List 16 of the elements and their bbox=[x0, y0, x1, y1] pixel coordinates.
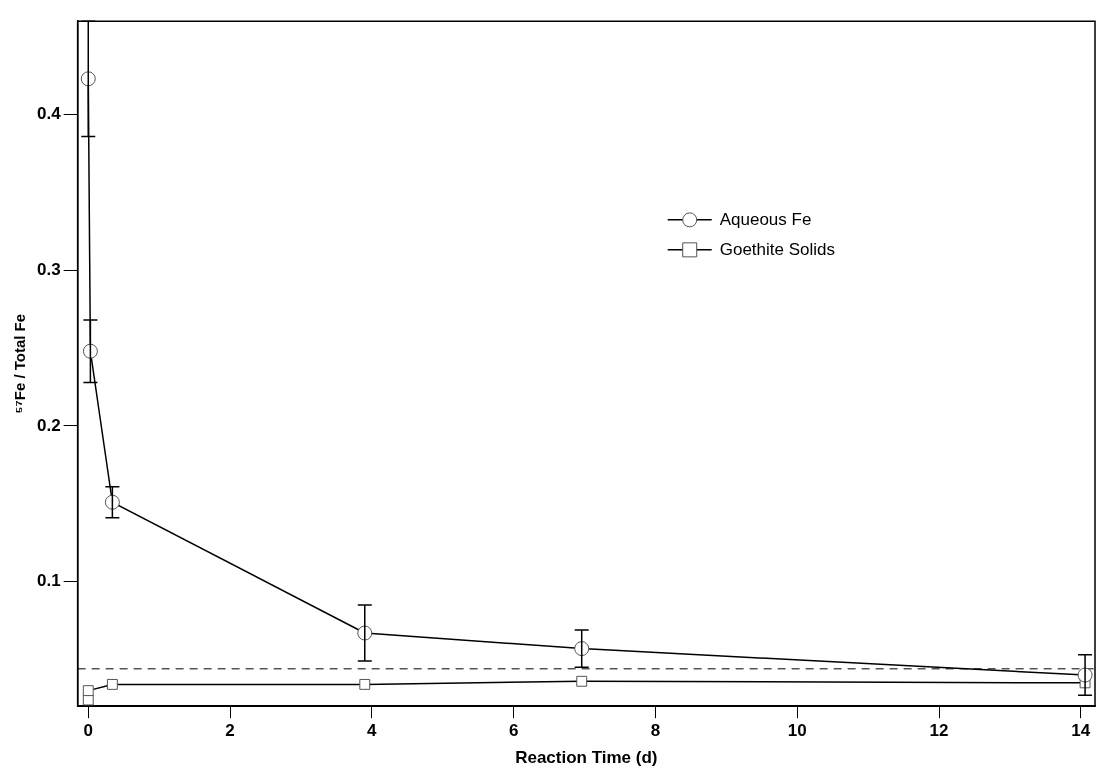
x-tick-label: 0 bbox=[83, 721, 93, 741]
y-tick-label: 0.1 bbox=[36, 571, 61, 591]
y-tick-label: 0.4 bbox=[36, 104, 62, 124]
y-tick-label: 0.3 bbox=[36, 259, 61, 279]
x-tick-label: 14 bbox=[1071, 721, 1091, 741]
x-tick-label: 2 bbox=[225, 721, 235, 741]
x-tick-label: 10 bbox=[787, 721, 807, 741]
legend-label: Goethite Solids bbox=[719, 239, 835, 259]
x-tick-label: 8 bbox=[650, 721, 661, 741]
x-tick-label: 12 bbox=[929, 721, 949, 741]
x-axis-title: Reaction Time (d) bbox=[515, 748, 658, 768]
x-tick-label: 6 bbox=[508, 721, 519, 741]
x-tick-label: 4 bbox=[367, 721, 378, 741]
y-tick-label: 0.2 bbox=[36, 415, 61, 435]
y-axis-title: ⁵⁷Fe / Total Fe bbox=[11, 313, 29, 414]
legend-label: Aqueous Fe bbox=[719, 209, 812, 229]
